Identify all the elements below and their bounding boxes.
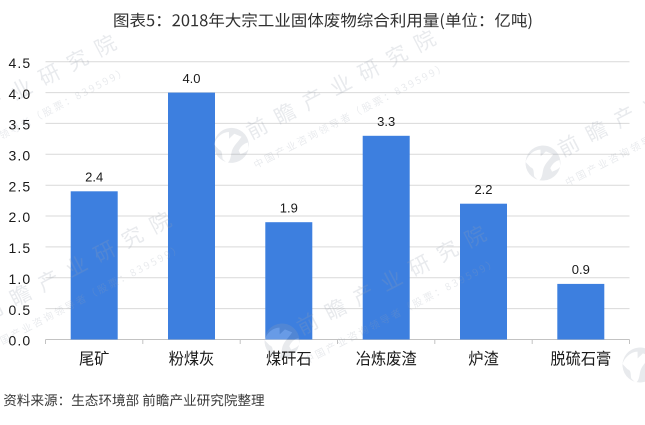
svg-text:2.4: 2.4 — [85, 170, 103, 185]
svg-text:4.0: 4.0 — [182, 71, 200, 86]
svg-text:2.2: 2.2 — [474, 182, 492, 197]
svg-text:2.0: 2.0 — [9, 209, 32, 225]
svg-text:3.0: 3.0 — [9, 148, 32, 164]
svg-text:3.3: 3.3 — [377, 114, 395, 129]
svg-text:3.5: 3.5 — [9, 117, 32, 133]
svg-text:4.0: 4.0 — [9, 86, 32, 102]
svg-text:4.5: 4.5 — [9, 55, 32, 71]
svg-text:1.9: 1.9 — [280, 201, 298, 216]
svg-text:0.9: 0.9 — [572, 262, 590, 277]
svg-text:0.0: 0.0 — [9, 333, 32, 349]
svg-text:0.5: 0.5 — [9, 302, 32, 318]
svg-text:1.5: 1.5 — [9, 240, 32, 256]
svg-text:2.5: 2.5 — [9, 178, 32, 194]
svg-text:1.0: 1.0 — [9, 271, 32, 287]
